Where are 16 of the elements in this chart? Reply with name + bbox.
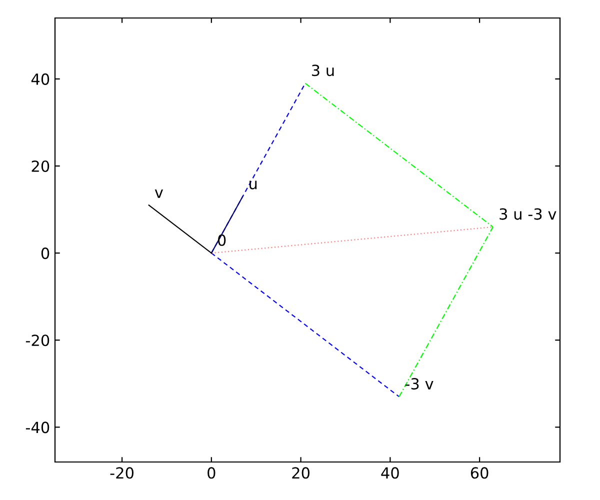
y-tick-label: 40 bbox=[31, 73, 50, 85]
annotation: 0 bbox=[218, 234, 226, 246]
x-tick-label: 60 bbox=[470, 467, 488, 479]
annotation: 3 u -3 v bbox=[500, 208, 556, 220]
annotation: v bbox=[154, 189, 163, 198]
x-tick-label: -20 bbox=[110, 467, 134, 479]
x-tick-label: 20 bbox=[292, 467, 310, 479]
annotation: -3 v bbox=[405, 378, 434, 390]
x-tick-label: 40 bbox=[381, 467, 399, 479]
y-tick-label: 0 bbox=[41, 248, 50, 260]
y-tick-label: 20 bbox=[32, 160, 50, 172]
x-tick-label: 0 bbox=[208, 467, 216, 479]
y-tick-label: -40 bbox=[26, 422, 50, 434]
annotation: 3 u bbox=[312, 64, 334, 76]
y-tick-label: -20 bbox=[26, 334, 50, 346]
annotation: u bbox=[250, 180, 257, 190]
